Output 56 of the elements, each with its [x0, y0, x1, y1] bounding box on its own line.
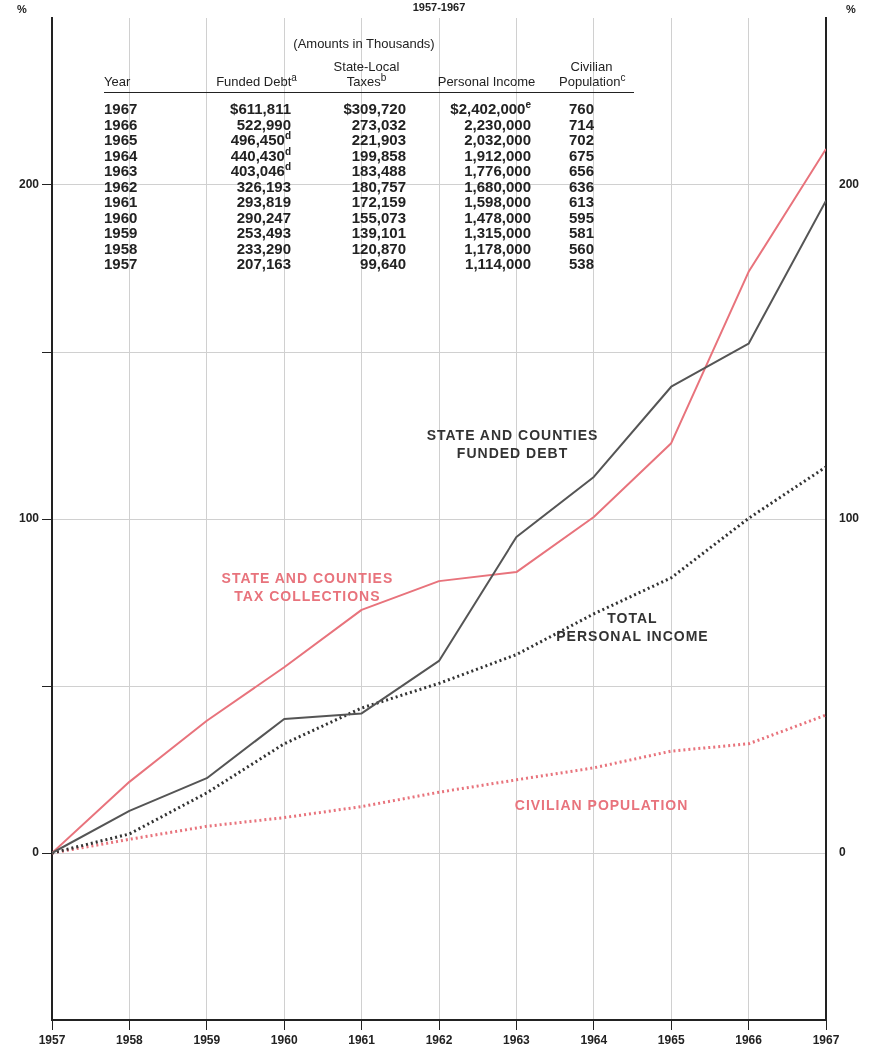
annotation: 613 — [568, 193, 595, 210]
annotation: 1958 — [104, 239, 139, 257]
annotation: 1966 — [104, 115, 139, 133]
y2-tick-label: 200 — [839, 177, 860, 192]
y2-tick-label: 0 — [839, 845, 846, 860]
annotation: 1964 — [104, 146, 139, 164]
annotation: $611,811 — [229, 100, 292, 117]
x-tick-label: 1957 — [38, 1032, 66, 1047]
y2-axis-title: % — [846, 2, 857, 15]
annotation: 1967 — [104, 100, 139, 117]
annotation: $309,720 — [342, 100, 407, 117]
annotation: 581 — [568, 224, 595, 241]
x-tick-label: 1963 — [503, 1032, 531, 1047]
annotation: 675 — [568, 146, 595, 164]
annotation: Funded Debt$^{a}$ — [215, 71, 298, 89]
annotation: $2,402,000$^{e}$ — [449, 99, 532, 117]
annotation: (Amounts in Thousands) — [292, 36, 436, 51]
series-label: STATE AND COUNTIES TAX COLLECTIONS — [221, 570, 394, 605]
annotation: Year — [104, 74, 132, 89]
annotation: 714 — [568, 115, 595, 133]
y-tick-label: 0 — [32, 845, 40, 860]
x-tick-label: 1961 — [348, 1032, 376, 1047]
annotation: 1959 — [104, 224, 139, 241]
series-label: CIVILIAN POPULATION — [514, 797, 689, 814]
annotation: 1960 — [104, 208, 139, 226]
y2-tick-label: 100 — [839, 511, 860, 526]
x-tick-label: 1959 — [193, 1032, 221, 1047]
series-label: TOTAL PERSONAL INCOME — [556, 610, 709, 645]
annotation: 595 — [568, 208, 595, 226]
x-tick-label: 1964 — [580, 1032, 608, 1047]
annotation: 1961 — [104, 193, 139, 210]
x-tick-label: 1965 — [657, 1032, 685, 1047]
x-tick-label: 1960 — [270, 1032, 298, 1047]
annotation: 1957 — [104, 255, 139, 272]
annotation: 1962 — [104, 177, 139, 195]
annotation: Civilian Population$^{c}$ — [558, 59, 626, 89]
chart-title: 1957-1967 — [412, 0, 466, 13]
y-tick-label: 200 — [18, 177, 40, 192]
x-tick-label: 1958 — [116, 1032, 144, 1047]
x-tick-label: 1962 — [425, 1032, 453, 1047]
x-tick-label: 1967 — [812, 1032, 840, 1047]
series-label: STATE AND COUNTIES FUNDED DEBT — [426, 426, 599, 461]
annotation: 760 — [568, 100, 595, 117]
annotation: 1965 — [104, 131, 139, 148]
y-axis-title: % — [17, 2, 28, 15]
line-series — [52, 465, 826, 855]
annotation: Personal Income — [436, 74, 537, 89]
x-tick-label: 1966 — [735, 1032, 763, 1047]
annotation: 636 — [568, 177, 595, 195]
annotation: 1963 — [104, 162, 139, 179]
y-tick-label: 100 — [18, 511, 40, 526]
annotation: 656 — [568, 162, 595, 179]
annotation: State-Local Taxes$^{b}$ — [332, 59, 401, 89]
annotation: 560 — [568, 239, 595, 257]
annotation: 702 — [568, 131, 595, 148]
annotation: 538 — [568, 255, 595, 272]
